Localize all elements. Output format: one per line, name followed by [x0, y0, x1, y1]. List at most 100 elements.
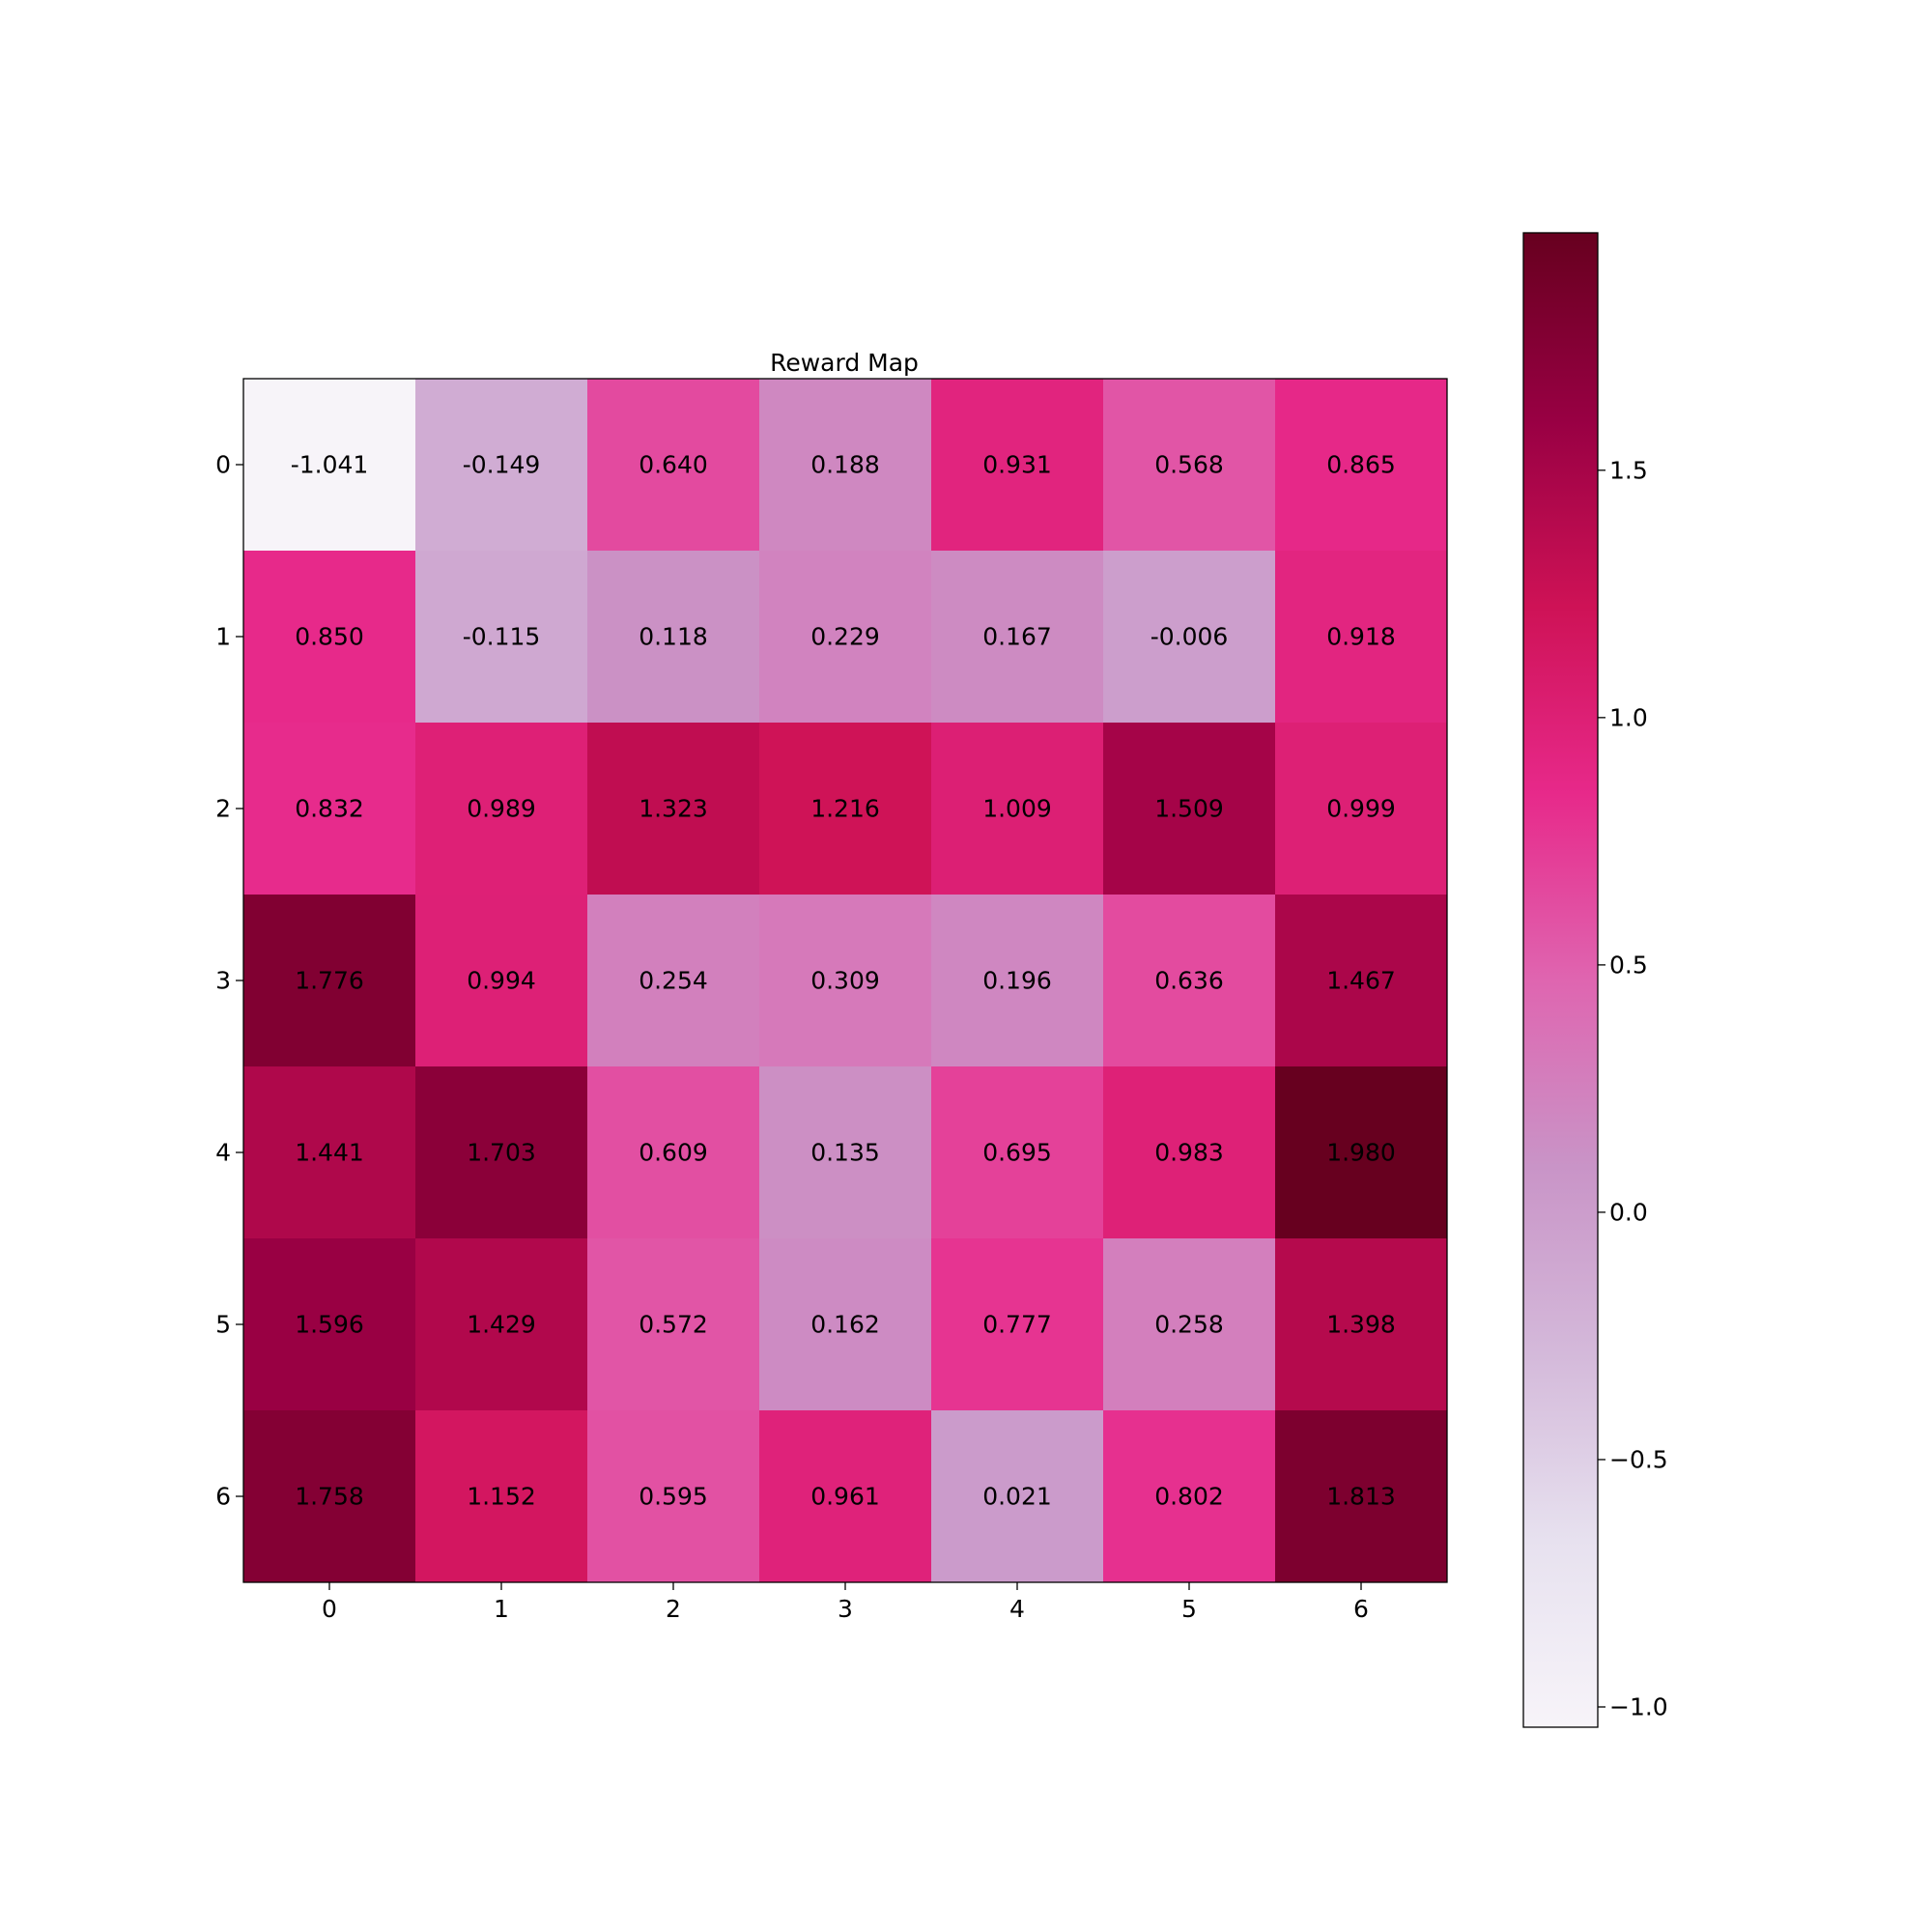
heatmap-cell: [759, 1238, 932, 1411]
cell-value-label: 0.572: [639, 1311, 708, 1339]
heatmap-cell-labels: -1.041 -0.149 0.640 0.188 0.931 0.568 0.865 0.8…: [291, 451, 1396, 1511]
heatmap-cell: [415, 379, 588, 552]
heatmap-cell: [243, 1066, 416, 1239]
cell-value-label: 0.021: [982, 1483, 1052, 1511]
heatmap-cell: [1275, 723, 1448, 895]
heatmap-cell: [1275, 1238, 1448, 1411]
heatmap-cell: [931, 1238, 1104, 1411]
cell-value-label: 1.009: [982, 795, 1052, 823]
heatmap-cell: [759, 1066, 932, 1239]
cell-value-label: 0.568: [1154, 451, 1224, 479]
colorbar-tick-label: −0.5: [1609, 1445, 1668, 1473]
heatmap-cell: [415, 1410, 588, 1583]
heatmap-cell: [243, 1238, 416, 1411]
cell-value-label: 0.609: [639, 1139, 708, 1167]
y-tick-label: 6: [215, 1483, 231, 1511]
cell-value-label: 1.152: [467, 1483, 536, 1511]
heatmap-cell: [1275, 895, 1448, 1067]
heatmap-cell: [1275, 379, 1448, 552]
cell-value-label: 0.118: [639, 623, 708, 651]
cell-value-label: 0.961: [810, 1483, 880, 1511]
cell-value-label: 1.216: [810, 795, 880, 823]
cell-value-label: 1.429: [467, 1311, 536, 1339]
cell-value-label: 0.850: [295, 623, 364, 651]
cell-value-label: 1.441: [295, 1139, 364, 1167]
y-tick-label: 5: [215, 1311, 231, 1339]
cell-value-label: -0.006: [1151, 623, 1229, 651]
cell-value-label: 0.229: [810, 623, 880, 651]
heatmap-cell: [415, 551, 588, 724]
x-tick-label: 3: [838, 1595, 853, 1623]
cell-value-label: -0.149: [463, 451, 541, 479]
cell-value-label: 0.994: [467, 967, 536, 995]
heatmap-cell: [587, 551, 760, 724]
cell-value-label: 0.931: [982, 451, 1052, 479]
colorbar-frame: [1522, 232, 1599, 1728]
colorbar-tick-label: 1.0: [1609, 703, 1648, 731]
x-tick-label: 2: [666, 1595, 681, 1623]
cell-value-label: 0.918: [1326, 623, 1396, 651]
y-tick-label: 1: [215, 623, 231, 651]
cell-value-label: 0.983: [1154, 1139, 1224, 1167]
colorbar-gradient: [1523, 233, 1598, 1727]
colorbar-tick-label: −1.0: [1609, 1693, 1668, 1721]
cell-value-label: 0.999: [1326, 795, 1396, 823]
heatmap-cell: [1103, 1066, 1276, 1239]
heatmap-cell: [759, 723, 932, 895]
cell-value-label: 0.802: [1154, 1483, 1224, 1511]
x-tick-label: 5: [1181, 1595, 1197, 1623]
heatmap-cell: [931, 1066, 1104, 1239]
heatmap-cell: [759, 1410, 932, 1583]
colorbar-ticks: 1.5 1.0 0.5 0.0 −0.5 −1.0: [1598, 456, 1668, 1721]
heatmap-cell: [759, 379, 932, 552]
x-tick-label: 6: [1353, 1595, 1369, 1623]
heatmap-cell: [931, 1410, 1104, 1583]
heatmap-cell: [587, 1238, 760, 1411]
heatmap-cell: [587, 1066, 760, 1239]
chart-title: Reward Map: [770, 349, 919, 377]
colorbar-tick-label: 1.5: [1609, 456, 1648, 484]
cell-value-label: 1.980: [1326, 1139, 1396, 1167]
heatmap-cell: [1103, 379, 1276, 552]
cell-value-label: 0.188: [810, 451, 880, 479]
y-axis: 0 1 2 3 4 5 6: [215, 451, 243, 1511]
heatmap-cell: [243, 379, 416, 552]
cell-value-label: 0.695: [982, 1139, 1052, 1167]
cell-value-label: 0.258: [1154, 1311, 1224, 1339]
heatmap-cell: [931, 551, 1104, 724]
heatmap-cell: [587, 723, 760, 895]
x-tick-label: 0: [322, 1595, 337, 1623]
cell-value-label: 1.776: [295, 967, 364, 995]
cell-value-label: 0.832: [295, 795, 364, 823]
cell-value-label: 0.640: [639, 451, 708, 479]
cell-value-label: 1.596: [295, 1311, 364, 1339]
heatmap-cell: [415, 1238, 588, 1411]
cell-value-label: 1.813: [1326, 1483, 1396, 1511]
cell-value-label: 0.636: [1154, 967, 1224, 995]
cell-value-label: 0.254: [639, 967, 708, 995]
heatmap-cells: [243, 379, 1448, 1583]
heatmap-cell: [1275, 1410, 1448, 1583]
cell-value-label: 0.309: [810, 967, 880, 995]
cell-value-label: 1.758: [295, 1483, 364, 1511]
cell-value-label: 0.865: [1326, 451, 1396, 479]
heatmap-cell: [759, 551, 932, 724]
cell-value-label: 0.989: [467, 795, 536, 823]
y-tick-label: 0: [215, 451, 231, 479]
cell-value-label: -1.041: [291, 451, 369, 479]
cell-value-label: 0.167: [982, 623, 1052, 651]
heatmap-cell: [931, 895, 1104, 1067]
cell-value-label: 0.196: [982, 967, 1052, 995]
x-tick-label: 4: [1009, 1595, 1025, 1623]
cell-value-label: 1.703: [467, 1139, 536, 1167]
y-tick-label: 3: [215, 967, 231, 995]
heatmap-cell: [759, 895, 932, 1067]
heatmap-cell: [243, 1410, 416, 1583]
cell-value-label: 0.135: [810, 1139, 880, 1167]
heatmap-cell: [1275, 1066, 1448, 1239]
heatmap-cell: [1275, 551, 1448, 724]
cell-value-label: 1.467: [1326, 967, 1396, 995]
heatmap-cell: [587, 1410, 760, 1583]
heatmap-cell: [243, 723, 416, 895]
